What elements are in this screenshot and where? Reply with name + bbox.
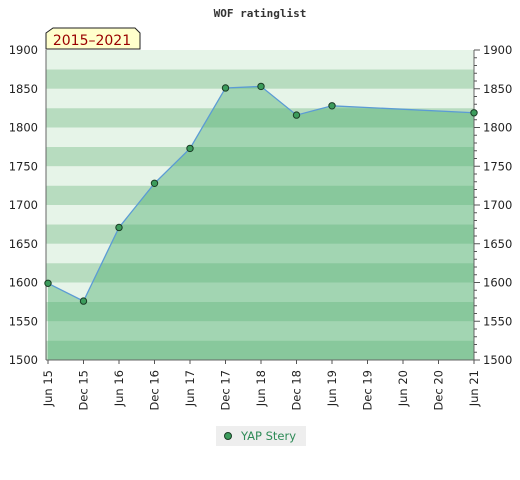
data-point-marker	[470, 109, 478, 117]
plot-background-bands	[46, 50, 474, 360]
x-tick-label: Dec 18	[290, 370, 304, 411]
y-tick-label-right: 1650	[483, 237, 512, 251]
x-tick-label: Jun 16	[112, 370, 126, 407]
data-point-marker	[186, 144, 194, 153]
y-tick-label-right: 1550	[483, 314, 512, 328]
y-tick-label-left: 1850	[9, 82, 38, 96]
y-tick-label-right: 1750	[483, 159, 512, 173]
y-axis-left: 1500 1550 1600 1650 1700 1750 1800 1850 1900	[9, 43, 38, 367]
x-tick-label: Jun 18	[254, 370, 268, 407]
background-band	[46, 340, 474, 360]
x-tick-label: Dec 15	[77, 370, 91, 411]
date-range-badge-text: 2015–2021	[53, 33, 131, 49]
background-band	[46, 205, 474, 225]
x-tick-label: Jun 21	[467, 370, 481, 407]
legend-label[interactable]: YAP Stery	[240, 429, 296, 443]
x-tick-label: Jun 20	[396, 370, 410, 407]
date-range-badge-box	[45, 27, 141, 50]
x-tick-label: Jun 19	[325, 370, 339, 407]
data-point-marker	[44, 279, 52, 287]
background-band	[46, 263, 474, 283]
background-band	[46, 50, 474, 70]
background-band	[46, 127, 474, 147]
background-band	[46, 301, 474, 322]
x-tick-label: Dec 16	[148, 370, 162, 411]
y-tick-label-right: 1900	[483, 43, 512, 57]
y-tick-label-left: 1600	[9, 276, 38, 290]
x-tick-label: Dec 19	[361, 370, 375, 411]
background-band	[46, 88, 474, 109]
legend[interactable]: YAP Stery	[216, 426, 306, 446]
y-tick-label-right: 1850	[483, 82, 512, 96]
data-point-marker	[79, 297, 88, 305]
x-tick-label: Dec 20	[432, 370, 446, 411]
series-area	[47, 85, 475, 361]
data-point-marker	[150, 179, 159, 188]
data-point-marker	[292, 111, 301, 119]
x-tick-label: Jun 15	[41, 370, 55, 407]
y-tick-label-left: 1700	[9, 198, 38, 212]
background-band	[46, 321, 474, 341]
data-point-marker	[328, 102, 336, 110]
y-tick-label-right: 1800	[483, 121, 512, 135]
background-band	[46, 185, 474, 205]
legend-marker-icon	[224, 432, 232, 440]
y-tick-label-left: 1550	[9, 314, 38, 328]
axes	[45, 49, 480, 361]
x-tick-label: Dec 17	[219, 370, 233, 411]
background-band	[46, 146, 474, 167]
background-band	[46, 69, 474, 89]
y-tick-label-left: 1500	[9, 353, 38, 367]
background-band	[46, 224, 474, 244]
chart-title: WOF ratinglist	[214, 7, 307, 20]
data-point-marker	[115, 223, 123, 232]
x-tick-label: Jun 17	[183, 370, 197, 407]
background-band	[46, 108, 474, 128]
data-point-marker	[221, 84, 230, 92]
y-tick-label-left: 1800	[9, 121, 38, 135]
series-area-fill	[48, 86, 474, 361]
y-tick-label-right: 1600	[483, 276, 512, 290]
background-band	[46, 282, 474, 302]
series-markers	[44, 82, 478, 305]
legend-box	[216, 426, 306, 446]
y-axis-right: 1500 1550 1600 1650 1700 1750 1800 1850 1900	[483, 43, 512, 367]
y-tick-label-right: 1700	[483, 198, 512, 212]
date-range-badge: 2015–2021	[45, 27, 141, 50]
data-point-marker	[257, 82, 265, 91]
x-axis: Jun 15 Dec 15 Jun 16 Dec 16 Jun 17 Dec 17 Jun …	[41, 360, 481, 411]
y-tick-label-left: 1750	[9, 159, 38, 173]
y-tick-label-right: 1500	[483, 353, 512, 367]
series-line	[47, 85, 475, 302]
y-tick-label-left: 1650	[9, 237, 38, 251]
y-tick-label-left: 1900	[9, 43, 38, 57]
background-band	[46, 243, 474, 264]
